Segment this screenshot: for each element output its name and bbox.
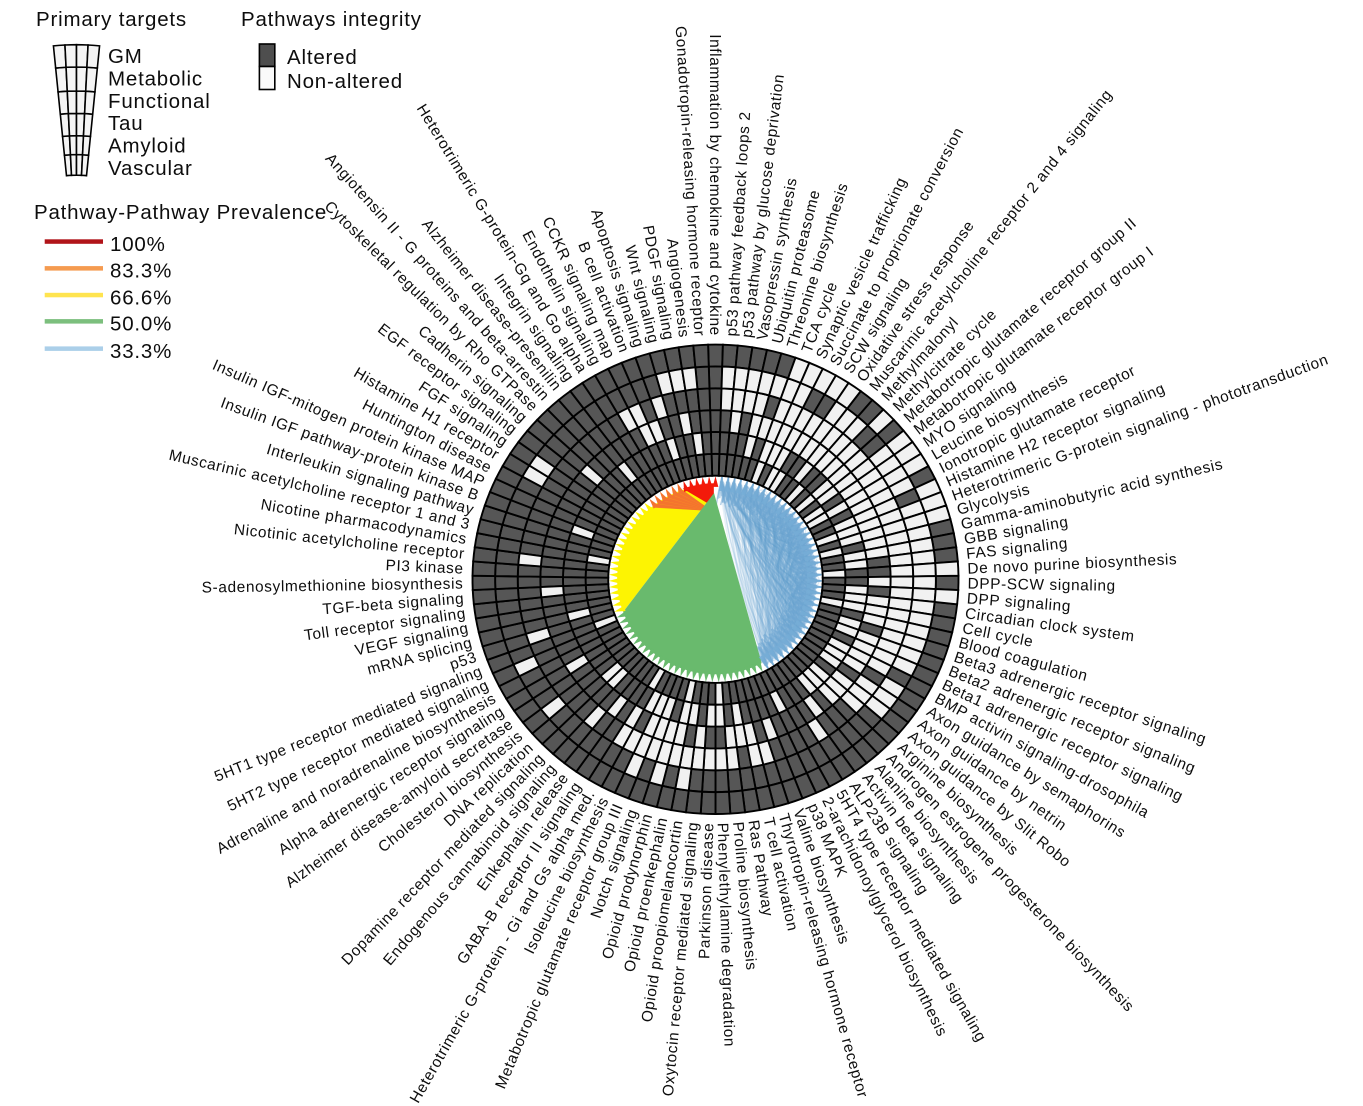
svg-text:Amyloid: Amyloid [108, 135, 187, 158]
svg-text:GM: GM [108, 45, 143, 68]
svg-text:100%: 100% [110, 233, 166, 256]
svg-text:Non-altered: Non-altered [287, 70, 403, 93]
svg-text:33.3%: 33.3% [110, 340, 172, 363]
svg-text:Pathway-Pathway Prevalence: Pathway-Pathway Prevalence [34, 201, 327, 224]
svg-text:Altered: Altered [287, 46, 358, 69]
svg-text:Pathways integrity: Pathways integrity [241, 8, 422, 31]
svg-text:Parkinson disease: Parkinson disease [696, 822, 717, 959]
svg-text:83.3%: 83.3% [110, 260, 172, 283]
svg-text:Tau: Tau [108, 112, 143, 135]
svg-text:Primary targets: Primary targets [36, 8, 187, 31]
svg-text:DPP-SCW signaling: DPP-SCW signaling [967, 576, 1115, 595]
svg-text:Functional: Functional [108, 90, 211, 113]
svg-text:50.0%: 50.0% [110, 313, 172, 336]
svg-text:Phenylethylamine degradation: Phenylethylamine degradation [714, 822, 738, 1047]
svg-text:Vascular: Vascular [108, 157, 193, 180]
svg-text:Inflammation by chemokine and: Inflammation by chemokine and cytokine [706, 34, 723, 336]
svg-text:PI3 kinase: PI3 kinase [385, 557, 464, 578]
svg-text:66.6%: 66.6% [110, 286, 172, 309]
svg-text:Metabolic: Metabolic [108, 67, 203, 90]
svg-text:S-adenosylmethionine biosynthe: S-adenosylmethionine biosynthesis [202, 576, 464, 597]
